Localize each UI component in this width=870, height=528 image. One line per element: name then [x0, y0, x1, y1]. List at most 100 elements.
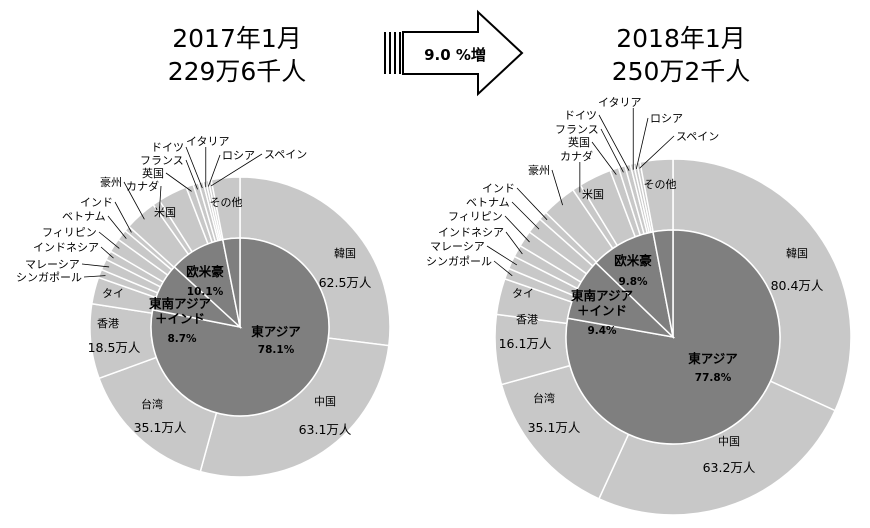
- outer-label-香港: 香港: [97, 317, 119, 330]
- outer-label-カナダ: カナダ: [560, 149, 593, 163]
- outer-label-フランス: フランス: [555, 123, 599, 136]
- outer-label-インド: インド: [482, 182, 515, 195]
- leader-line-フィリピン: [98, 231, 120, 249]
- outer-label-フィリピン: フィリピン: [42, 226, 97, 239]
- leader-line-ベトナム: [511, 201, 540, 230]
- outer-label-豪州: 豪州: [528, 163, 550, 177]
- leader-line-シンガポール: [493, 260, 513, 277]
- inner-label-欧米豪: 欧米豪: [614, 253, 652, 268]
- outer-label-中国: 中国: [314, 395, 336, 408]
- inner-label-東アジア: 東アジア: [688, 351, 738, 366]
- inner-slice-その他: [221, 237, 241, 328]
- leader-line-スペイン: [210, 153, 263, 187]
- leader-line-フィリピン: [504, 215, 530, 243]
- outer-label-イタリア: イタリア: [186, 135, 230, 148]
- outer-label-中国: 中国: [718, 435, 740, 448]
- leader-line-スペイン: [639, 135, 675, 169]
- outer-value-韓国: 80.4万人: [771, 278, 824, 293]
- leader-line-フランス: [600, 128, 624, 173]
- outer-label-イタリア: イタリア: [598, 96, 642, 109]
- inner-label-東南アジア-インド-2: ＋インド: [155, 311, 205, 326]
- outer-label-ベトナム: ベトナム: [62, 210, 106, 223]
- outer-label-ドイツ: ドイツ: [151, 141, 184, 154]
- inner-slice-東アジア: [565, 229, 781, 445]
- outer-label-英国: 英国: [568, 135, 590, 149]
- outer-value-中国: 63.2万人: [703, 460, 756, 475]
- growth-label: 9.0 %増: [424, 46, 486, 64]
- outer-label-タイ: タイ: [102, 287, 124, 300]
- leader-line-ドイツ: [598, 114, 630, 171]
- outer-label-シンガポール: シンガポール: [426, 255, 492, 268]
- outer-label-マレーシア: マレーシア: [430, 240, 485, 253]
- leader-line-インドネシア: [100, 246, 114, 259]
- outer-label-ベトナム: ベトナム: [466, 196, 510, 209]
- leader-line-ロシア: [208, 154, 221, 187]
- outer-value-香港: 16.1万人: [499, 336, 552, 351]
- inner-pct-東アジア: 77.8%: [695, 372, 732, 384]
- outer-label-米国: 米国: [582, 188, 604, 201]
- leader-line-インド: [516, 187, 548, 221]
- leader-line-ベトナム: [107, 215, 127, 239]
- inner-pct-東アジア: 78.1%: [258, 344, 295, 356]
- right-title-line1: 2018年1月: [616, 24, 746, 53]
- outer-value-台湾: 35.1万人: [528, 420, 581, 435]
- outer-label-韓国: 韓国: [334, 247, 356, 260]
- outer-label-ロシア: ロシア: [222, 149, 255, 162]
- inner-label-欧米豪: 欧米豪: [186, 264, 224, 279]
- leader-line-マレーシア: [81, 263, 110, 268]
- leader-line-インド: [114, 201, 132, 233]
- inner-label-東南アジア-インド-2: ＋インド: [577, 303, 627, 318]
- outer-label-その他: その他: [644, 178, 677, 191]
- right-title-line2: 250万2千人: [612, 57, 751, 86]
- outer-label-インドネシア: インドネシア: [438, 226, 504, 239]
- leader-line-ロシア: [635, 117, 649, 170]
- outer-value-韓国: 62.5万人: [319, 275, 372, 290]
- leader-line-豪州: [551, 169, 564, 206]
- outer-value-台湾: 35.1万人: [134, 420, 187, 435]
- leader-line-カナダ: [159, 185, 162, 208]
- outer-label-シンガポール: シンガポール: [16, 271, 82, 284]
- leader-line-フランス: [185, 159, 198, 190]
- leader-line-マレーシア: [486, 245, 518, 266]
- outer-label-カナダ: カナダ: [126, 179, 159, 193]
- outer-value-香港: 18.5万人: [88, 340, 141, 355]
- inner-label-東アジア: 東アジア: [251, 324, 301, 339]
- leader-line-英国: [591, 141, 617, 175]
- outer-label-英国: 英国: [142, 166, 164, 180]
- outer-label-スペイン: スペイン: [676, 130, 719, 143]
- inner-slice-その他: [652, 229, 674, 338]
- inner-pct-欧米豪: 9.8%: [618, 276, 648, 288]
- outer-label-マレーシア: マレーシア: [25, 258, 80, 271]
- inner-pct-欧米豪: 10.1%: [187, 286, 224, 298]
- leader-line-英国: [165, 172, 192, 192]
- outer-label-台湾: 台湾: [533, 391, 555, 405]
- outer-label-韓国: 韓国: [786, 247, 808, 260]
- growth-arrow: [384, 9, 524, 97]
- leader-line-シンガポール: [83, 275, 106, 278]
- leader-line-豪州: [123, 181, 145, 220]
- left-title-line1: 2017年1月: [172, 24, 302, 53]
- outer-label-米国: 米国: [154, 206, 176, 219]
- outer-label-その他: その他: [210, 196, 243, 209]
- leader-line-ドイツ: [185, 146, 203, 189]
- outer-label-フィリピン: フィリピン: [448, 210, 503, 223]
- outer-label-ロシア: ロシア: [650, 112, 683, 125]
- outer-label-台湾: 台湾: [141, 397, 163, 411]
- outer-value-中国: 63.1万人: [299, 422, 352, 437]
- outer-label-フランス: フランス: [140, 154, 184, 167]
- outer-label-インド: インド: [80, 196, 113, 209]
- inner-label-東南アジア-インド-1: 東南アジア: [149, 296, 211, 311]
- outer-label-スペイン: スペイン: [264, 148, 307, 161]
- inner-label-東南アジア-インド-1: 東南アジア: [571, 288, 633, 303]
- outer-label-インドネシア: インドネシア: [33, 241, 99, 254]
- outer-label-豪州: 豪州: [100, 175, 122, 189]
- inner-pct-東南アジア-インド: 8.7%: [167, 333, 197, 345]
- outer-label-タイ: タイ: [512, 287, 534, 300]
- left-title-line2: 229万6千人: [168, 57, 307, 86]
- outer-label-香港: 香港: [516, 313, 538, 326]
- leader-line-インドネシア: [505, 231, 523, 255]
- outer-label-ドイツ: ドイツ: [564, 109, 597, 122]
- inner-pct-東南アジア-インド: 9.4%: [587, 325, 617, 337]
